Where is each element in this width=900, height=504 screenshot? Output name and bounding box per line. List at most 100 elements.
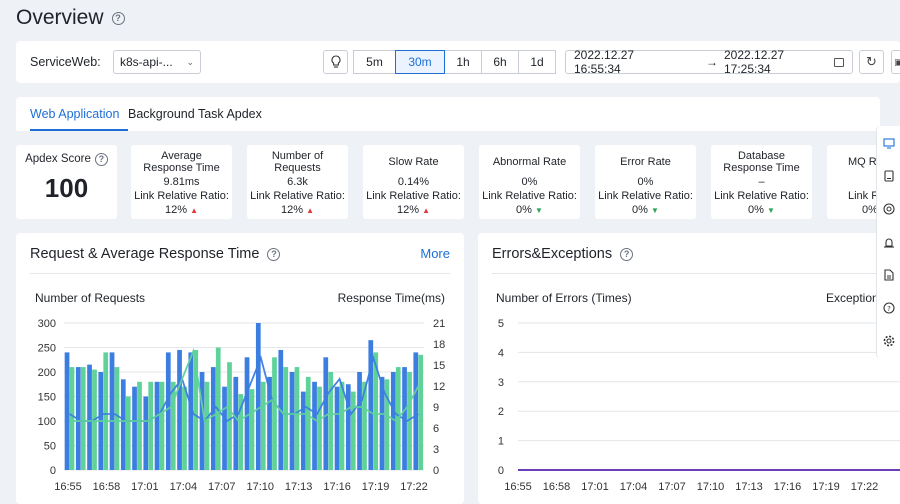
y-tick-label: 5 xyxy=(498,318,504,330)
y2-tick-label: 6 xyxy=(433,423,439,435)
y-tick-label: 1 xyxy=(498,436,504,448)
bar xyxy=(418,354,424,470)
metric-slow-rate: Slow Rate 0.14% Link Relative Ratio: 12%… xyxy=(363,145,464,219)
refresh-icon: ↻ xyxy=(866,54,877,69)
y2-tick-label: 15 xyxy=(433,360,445,372)
arrow-right-icon: → xyxy=(706,55,718,69)
bar xyxy=(350,391,356,470)
tab-bar: Web Application Background Task Apdex xyxy=(16,97,880,131)
help-icon[interactable]: ? xyxy=(620,247,634,261)
y2-tick-label: 0 xyxy=(433,465,439,477)
errors-exceptions-panel: Errors&Exceptions ? Number of Errors (Ti… xyxy=(478,233,900,504)
x-tick-label: 17:10 xyxy=(246,481,274,493)
bar xyxy=(390,372,396,470)
bar xyxy=(120,379,126,470)
y-tick-label: 0 xyxy=(498,465,504,477)
range-1h[interactable]: 1h xyxy=(444,50,482,74)
x-tick-label: 17:22 xyxy=(400,481,428,493)
apdex-value: 100 xyxy=(44,173,89,203)
expand-icon: ▣ xyxy=(894,56,900,67)
help-icon[interactable]: ? xyxy=(111,11,125,25)
bar xyxy=(357,372,362,470)
metric-database-response-time: Database Response Time – Link Relative R… xyxy=(711,145,812,219)
bar xyxy=(165,352,171,470)
range-5m[interactable]: 5m xyxy=(353,50,396,74)
help-circle-icon[interactable]: ? xyxy=(882,301,896,315)
x-tick-label: 17:13 xyxy=(285,481,313,493)
x-tick-label: 17:07 xyxy=(658,481,686,493)
service-label: ServiceWeb: xyxy=(30,55,101,69)
bar xyxy=(182,386,187,470)
bar xyxy=(244,357,250,470)
range-6h[interactable]: 6h xyxy=(481,50,519,74)
range-1d[interactable]: 1d xyxy=(518,50,556,74)
bar xyxy=(384,379,390,470)
fullscreen-button[interactable]: ▣ xyxy=(891,50,900,74)
calendar-icon xyxy=(834,57,844,67)
x-tick-label: 17:22 xyxy=(851,481,879,493)
tab-background-task-apdex[interactable]: Background Task Apdex xyxy=(128,107,262,121)
x-tick-label: 17:16 xyxy=(323,481,351,493)
y-tick-label: 50 xyxy=(44,441,56,453)
trend-down-icon: ▼ xyxy=(535,206,543,215)
refresh-button[interactable]: ↻ xyxy=(859,50,884,74)
metric-number-of-requests: Number of Requests 6.3k Link Relative Ra… xyxy=(247,145,348,219)
page-title: Overview ? xyxy=(16,6,125,30)
bar xyxy=(233,376,239,470)
time-range-group: 5m 30m 1h 6h 1d xyxy=(353,50,556,74)
y-tick-label: 200 xyxy=(38,367,56,379)
request-response-chart: 0 50 100 150 200 250 300 0 3 6 9 12 15 18 21 16:55 16:58… xyxy=(38,318,446,493)
bar xyxy=(317,386,322,470)
series-line-3 xyxy=(69,347,420,423)
monitor-icon[interactable] xyxy=(882,136,896,150)
help-icon[interactable]: ? xyxy=(267,247,281,261)
bar xyxy=(368,340,374,470)
y-tick-label: 0 xyxy=(50,465,56,477)
tab-web-application[interactable]: Web Application xyxy=(30,107,120,121)
browser-icon[interactable] xyxy=(882,202,896,216)
x-tick-label: 17:01 xyxy=(131,481,159,493)
more-link[interactable]: More xyxy=(420,246,450,261)
bar xyxy=(148,381,154,470)
bar xyxy=(267,376,272,470)
divider xyxy=(492,273,900,274)
help-icon[interactable]: ? xyxy=(94,152,108,166)
metric-average-response-time: Average Response Time 9.81ms Link Relati… xyxy=(131,145,232,219)
bar xyxy=(210,367,216,470)
page-title-text: Overview xyxy=(16,6,104,29)
bar xyxy=(69,367,75,470)
bar xyxy=(193,349,199,470)
x-tick-label: 17:19 xyxy=(362,481,390,493)
service-select[interactable]: k8s-api-... ⌄ xyxy=(113,50,201,74)
divider xyxy=(30,273,450,274)
bar xyxy=(132,386,137,470)
y2-tick-label: 21 xyxy=(433,318,445,330)
x-tick-label: 17:07 xyxy=(208,481,236,493)
lightbulb-button[interactable] xyxy=(323,50,348,74)
y-tick-label: 100 xyxy=(38,416,56,428)
alarm-icon[interactable] xyxy=(882,235,896,249)
y-tick-label: 300 xyxy=(38,318,56,330)
x-tick-label: 17:04 xyxy=(170,481,198,493)
date-to: 2022.12.27 17:25:34 xyxy=(724,48,785,76)
bar xyxy=(114,367,120,470)
date-range-picker[interactable]: 2022.12.27 16:55:34 → 2022.12.27 17:25:3… xyxy=(565,48,853,76)
bar xyxy=(334,386,340,470)
x-tick-label: 17:13 xyxy=(735,481,763,493)
document-icon[interactable] xyxy=(882,268,896,282)
x-tick-label: 17:10 xyxy=(697,481,725,493)
bar xyxy=(345,384,351,470)
panel-title: Errors&Exceptions ? xyxy=(492,246,634,262)
left-axis-label: Number of Errors (Times) xyxy=(496,291,632,305)
x-tick-label: 17:19 xyxy=(812,481,840,493)
y-tick-label: 4 xyxy=(498,347,504,359)
range-30m[interactable]: 30m xyxy=(395,50,445,74)
bar xyxy=(143,396,149,470)
settings-gear-icon[interactable] xyxy=(882,334,896,348)
bar xyxy=(289,372,295,470)
date-from: 2022.12.27 16:55:34 xyxy=(574,48,635,76)
bar xyxy=(154,381,160,470)
tablet-icon[interactable] xyxy=(882,169,896,183)
toolbar: ServiceWeb: k8s-api-... ⌄ 5m 30m 1h 6h 1… xyxy=(16,41,900,83)
bar xyxy=(87,364,92,470)
